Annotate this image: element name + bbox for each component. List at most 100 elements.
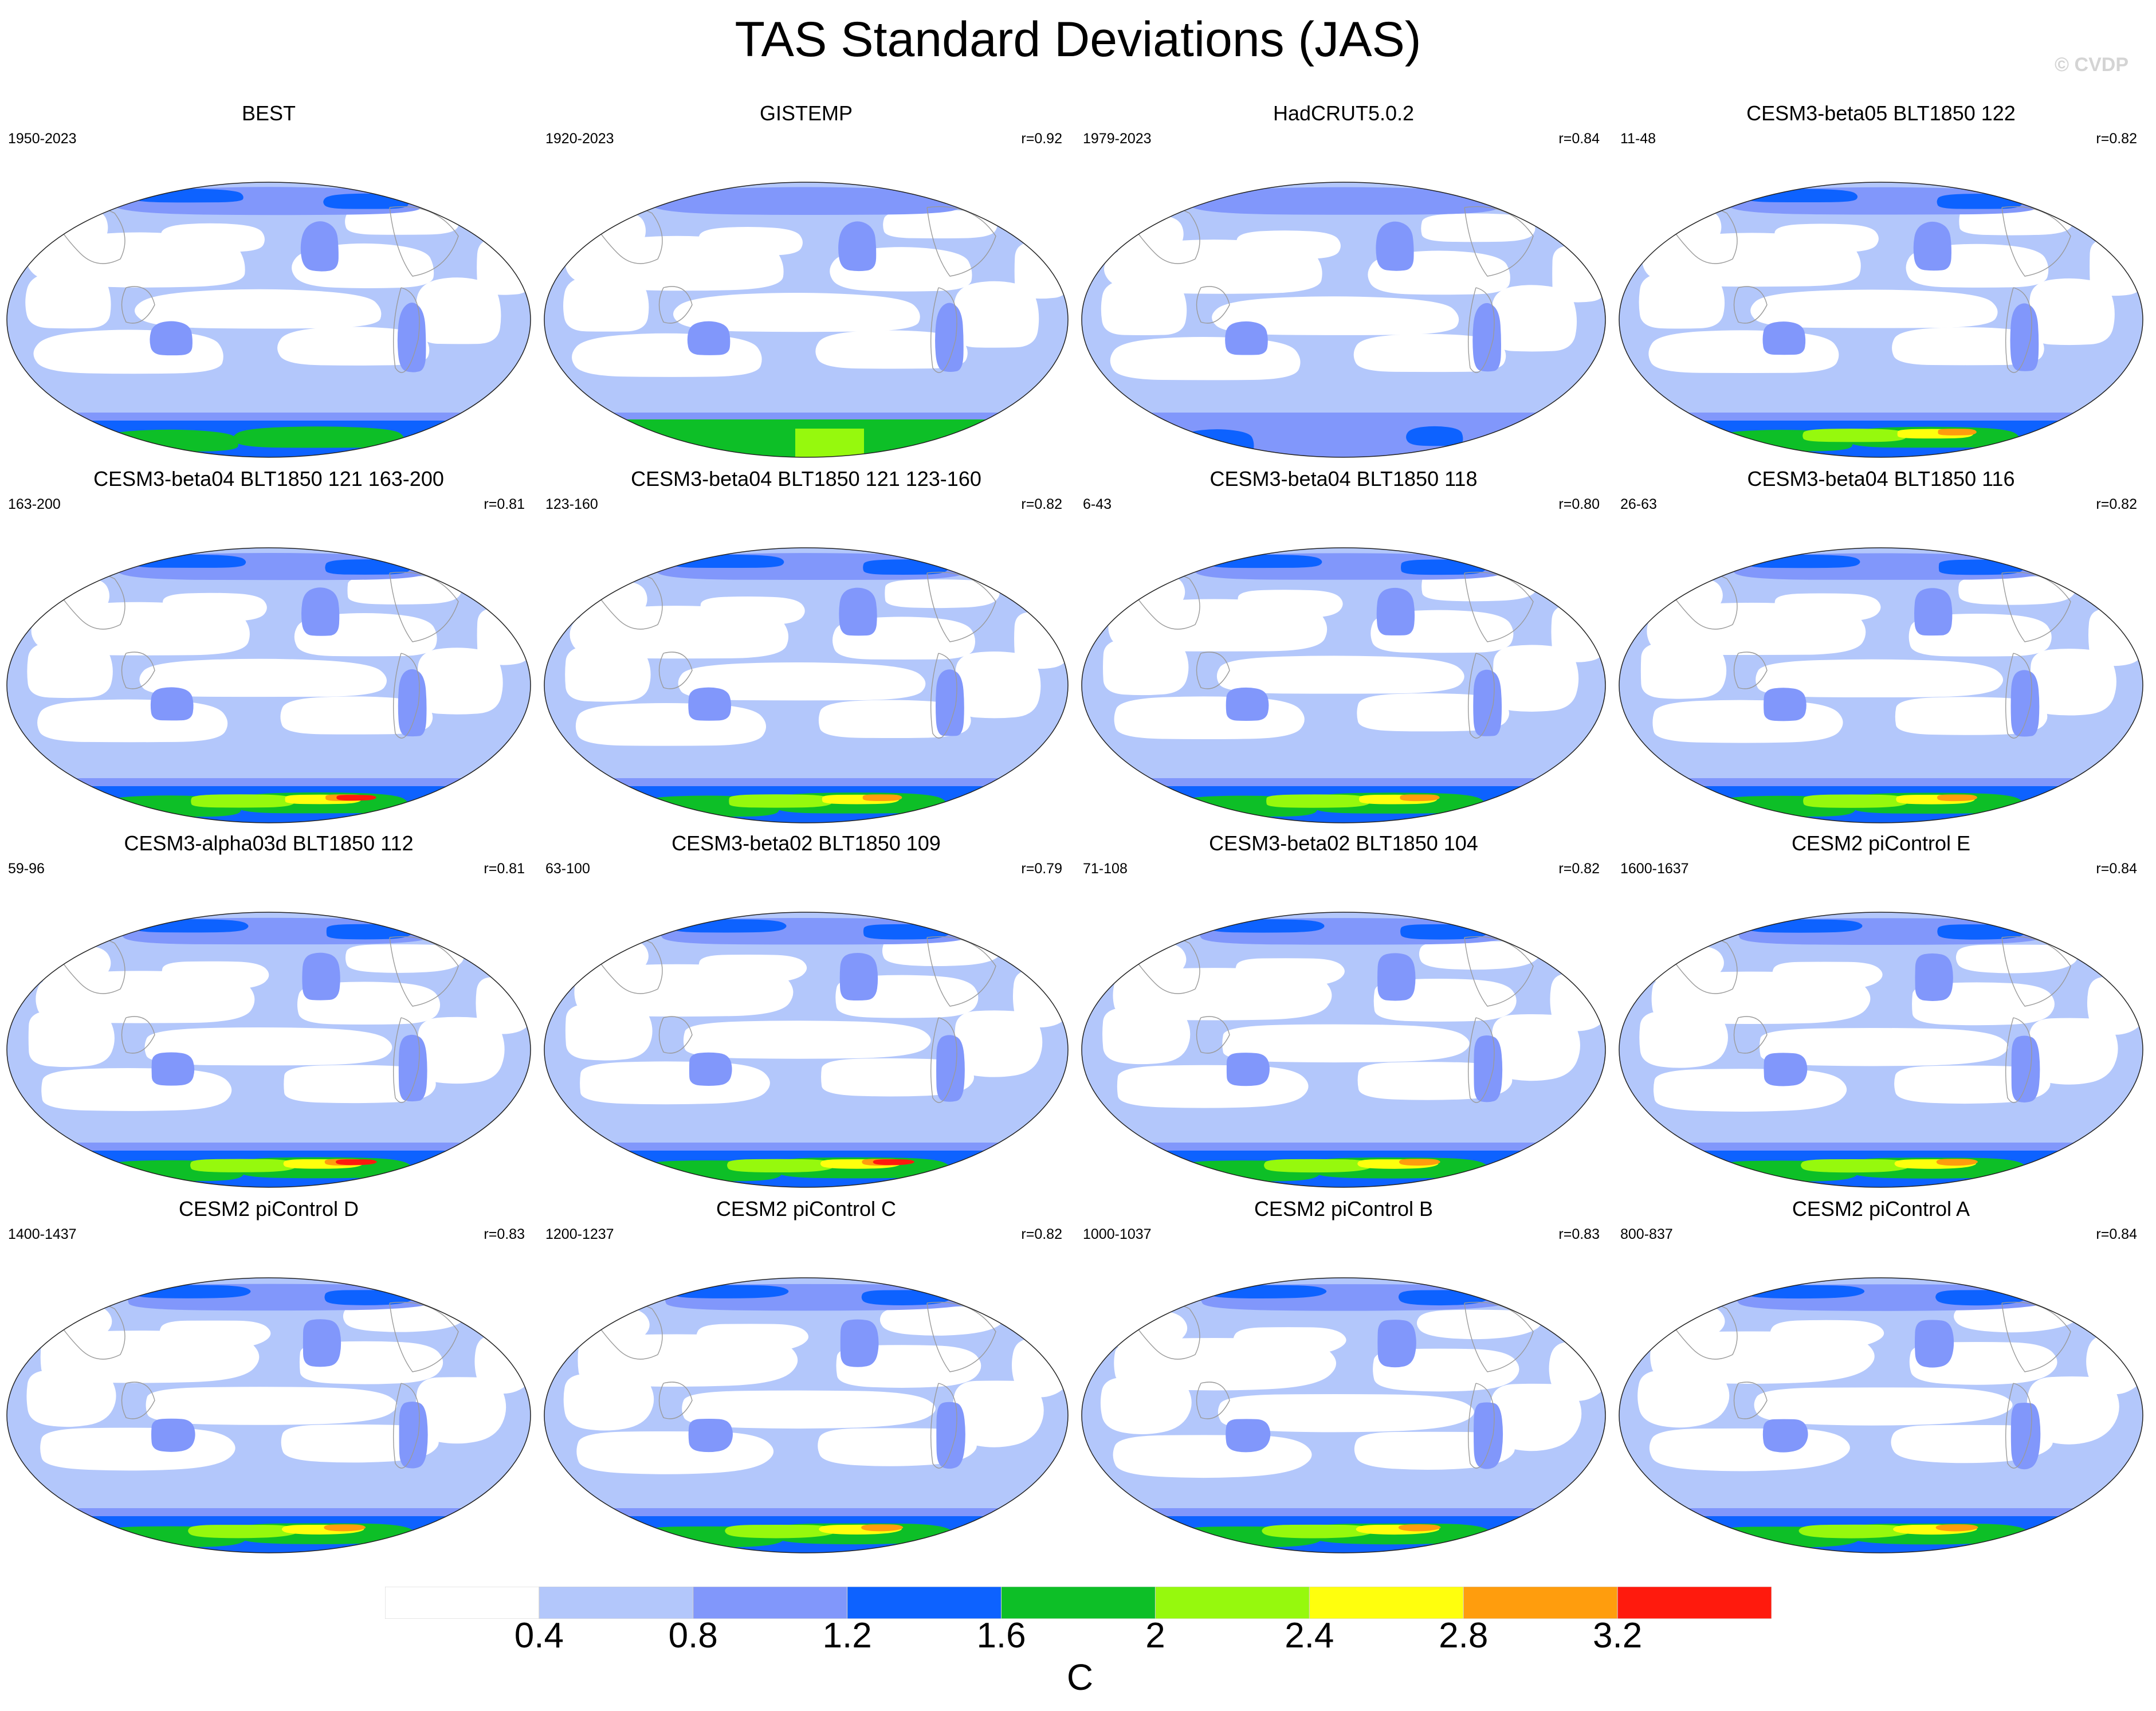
- sd-0.8-1.2-region: [1915, 953, 1953, 1001]
- sd-below-0.4-region: [1640, 641, 1727, 699]
- sd-below-0.4-region: [476, 977, 531, 1034]
- sd-0.8-1.2-region: [2010, 670, 2040, 737]
- panel-title: CESM3-beta02 BLT1850 109: [671, 831, 941, 855]
- sd-below-0.4-region: [1750, 289, 1998, 328]
- panel-title: CESM2 piControl B: [1254, 1197, 1434, 1221]
- panel-pattern-correlation: r=0.82: [2096, 131, 2137, 147]
- sd-0.8-1.2-region: [301, 587, 340, 636]
- sd-0.8-1.2-region: [936, 1035, 965, 1102]
- sd-below-0.4-region: [1233, 1327, 1346, 1356]
- coastline: [930, 1383, 957, 1469]
- panel-pattern-correlation: r=0.83: [1558, 1226, 1600, 1242]
- sd-0.8-1.2-region: [1226, 687, 1269, 721]
- sd-below-0.4-region: [576, 1431, 774, 1474]
- colorbar-tick-label: 2: [1145, 1616, 1165, 1655]
- panel-years: 1920-2023: [545, 131, 614, 147]
- sd-below-0.4-region: [955, 1010, 1043, 1077]
- sd-below-0.4-region: [1639, 271, 1725, 329]
- sd-1.2-1.6-region: [324, 1290, 414, 1305]
- panel-title: CESM3-beta04 BLT1850 121 163-200: [93, 467, 444, 490]
- sd-below-0.4-region: [1754, 1387, 2013, 1426]
- sd-0.8-1.2-region: [2011, 1035, 2040, 1102]
- sd-below-0.4-region: [953, 281, 1039, 348]
- sd-below-0.4-region: [1774, 593, 1881, 622]
- world-map: [1081, 1277, 1606, 1553]
- sd-1.6-2-region: [96, 429, 238, 452]
- panel-title: CESM3-beta04 BLT1850 121 123-160: [631, 467, 981, 490]
- sd-1.6-2-region: [233, 426, 405, 448]
- coastline: [930, 653, 957, 739]
- sd-2-2.4-region: [188, 1525, 300, 1539]
- sd-below-0.4-region: [1772, 962, 1883, 991]
- sd-below-0.4-region: [565, 1003, 653, 1061]
- sd-below-0.4-region: [570, 580, 647, 619]
- sd-below-0.4-region: [1212, 296, 1459, 335]
- panel-pattern-correlation: r=0.82: [2096, 496, 2137, 512]
- coastline: [930, 287, 957, 373]
- sd-below-0.4-region: [139, 658, 387, 697]
- sd-0.8-1.2-region: [1376, 221, 1414, 271]
- sd-0.8-1.2-region: [647, 187, 960, 215]
- coastline: [2001, 571, 2071, 642]
- sd-below-0.4-region: [1549, 1341, 1605, 1401]
- coastline: [1196, 652, 1230, 689]
- coastline: [1733, 652, 1768, 689]
- panel-years: 1400-1437: [8, 1226, 77, 1242]
- map-panel: CESM3-beta04 BLT1850 121 123-160 123-160 r…: [537, 464, 1075, 825]
- sd-1.2-1.6-region: [1743, 189, 1858, 203]
- colorbar-tick-label: 2.4: [1285, 1616, 1334, 1655]
- sd-below-0.4-region: [575, 703, 767, 746]
- sd-below-0.4-region: [1644, 578, 1723, 616]
- sd-below-0.4-region: [27, 641, 113, 698]
- map-panel: CESM2 piControl A 800-837 r=0.84: [1612, 1194, 2150, 1555]
- sd-below-0.4-region: [821, 1058, 975, 1097]
- panel-title: CESM3-alpha03d BLT1850 112: [124, 831, 414, 855]
- colorbar-swatch: [1463, 1587, 1618, 1619]
- panel-years: 6-43: [1083, 496, 1112, 512]
- sd-2-2.4-region: [1266, 794, 1372, 808]
- sd-below-0.4-region: [1649, 1428, 1850, 1471]
- sd-below-0.4-region: [1955, 944, 2078, 974]
- coastline: [2005, 1383, 2032, 1469]
- sd-below-0.4-region: [563, 274, 649, 332]
- sd-below-0.4-region: [2029, 278, 2115, 346]
- sd-0.8-1.2-region: [2010, 1403, 2041, 1470]
- sd-below-0.4-region: [1653, 1069, 1847, 1112]
- panel-years: 800-837: [1620, 1226, 1673, 1242]
- sd-1.2-1.6-region: [1747, 919, 1863, 933]
- sd-below-0.4-region: [572, 333, 762, 377]
- map-panel: CESM3-beta04 BLT1850 118 6-43 r=0.80: [1075, 464, 1612, 825]
- sd-0.8-1.2-region: [936, 669, 964, 736]
- sd-0.8-1.2-region: [544, 1143, 1068, 1151]
- sd-below-0.4-region: [1550, 973, 1605, 1031]
- coastline: [1196, 1382, 1230, 1419]
- sd-0.8-1.2-region: [688, 687, 732, 721]
- world-map: [1619, 912, 2143, 1188]
- colorbar-tick-label: 1.2: [822, 1616, 872, 1655]
- coastline: [926, 571, 996, 642]
- panel-title: CESM2 piControl D: [178, 1197, 359, 1221]
- sd-0.8-1.2-region: [1377, 1320, 1416, 1368]
- coastline: [926, 206, 996, 277]
- sd-below-0.4-region: [417, 1017, 505, 1084]
- sd-below-0.4-region: [1107, 574, 1185, 613]
- sd-0.8-1.2-region: [1226, 1053, 1270, 1086]
- colorbar-swatch: [693, 1587, 848, 1619]
- sd-0.8-1.2-region: [1082, 778, 1605, 786]
- sd-1.2-1.6-region: [1406, 426, 1463, 446]
- sd-below-0.4-region: [815, 330, 968, 369]
- panel-title: CESM2 piControl C: [716, 1197, 897, 1221]
- sd-below-0.4-region: [144, 1027, 392, 1066]
- map-outline: [1081, 912, 1606, 1188]
- sd-0.8-1.2-region: [1764, 1053, 1808, 1086]
- sd-1.2-1.6-region: [1400, 924, 1489, 940]
- sd-0.8-1.2-region: [1762, 1419, 1808, 1453]
- sd-below-0.4-region: [1107, 214, 1184, 253]
- sd-below-0.4-region: [673, 292, 920, 332]
- panel-title: CESM3-beta04 BLT1850 116: [1747, 467, 2015, 490]
- sd-1.2-1.6-region: [672, 919, 787, 933]
- panel-pattern-correlation: r=0.83: [484, 1226, 525, 1242]
- sd-0.8-1.2-region: [1082, 1508, 1605, 1516]
- sd-2.8-3.2-region: [862, 794, 902, 802]
- sd-below-0.4-region: [345, 944, 464, 973]
